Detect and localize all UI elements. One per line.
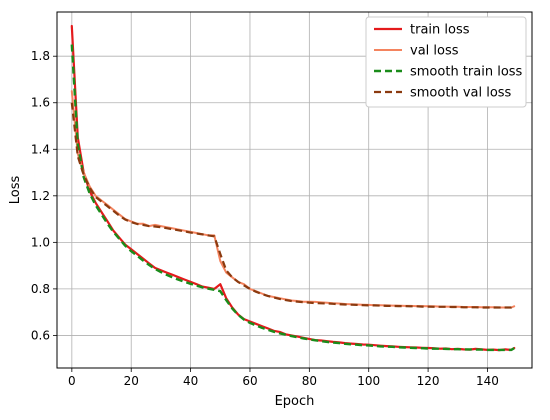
y-tick-label: 1.4 — [31, 142, 50, 156]
legend-box — [365, 16, 527, 108]
series-line-smooth-val-loss — [70, 102, 515, 309]
y-tick-label: 1.0 — [31, 235, 50, 249]
x-tick-label: 0 — [68, 374, 76, 388]
plot-frame — [56, 11, 533, 369]
y-tick-label: 1.6 — [31, 96, 50, 110]
x-axis-label: Epoch — [275, 394, 315, 409]
x-tick-label: 60 — [242, 374, 257, 388]
series-line-smooth-train-loss — [70, 44, 515, 352]
x-tick-label: 100 — [357, 374, 380, 388]
series-line-val-loss — [70, 90, 516, 309]
y-axis-label: Loss — [8, 176, 23, 205]
y-tick-label: 1.2 — [31, 189, 50, 203]
legend-label: smooth train loss — [410, 65, 523, 80]
x-tick-label: 20 — [124, 374, 139, 388]
x-tick-label: 140 — [476, 374, 499, 388]
legend-label: train loss — [410, 23, 470, 38]
axis-ticks: 0 20 40 60 80 100 120 140 0.6 0.8 1.0 1.2 1.4 1.6 1.8 — [31, 49, 499, 388]
y-tick-label: 0.6 — [31, 328, 50, 342]
y-tick-label: 1.8 — [31, 49, 50, 63]
legend-label: val loss — [410, 44, 459, 59]
x-tick-label: 40 — [183, 374, 198, 388]
legend: train loss val loss smooth train loss smoot… — [365, 16, 527, 108]
x-tick-label: 80 — [302, 374, 317, 388]
legend-label: smooth val loss — [410, 86, 512, 101]
series-lines — [70, 24, 516, 352]
x-tick-label: 120 — [417, 374, 440, 388]
y-tick-label: 0.8 — [31, 282, 50, 296]
